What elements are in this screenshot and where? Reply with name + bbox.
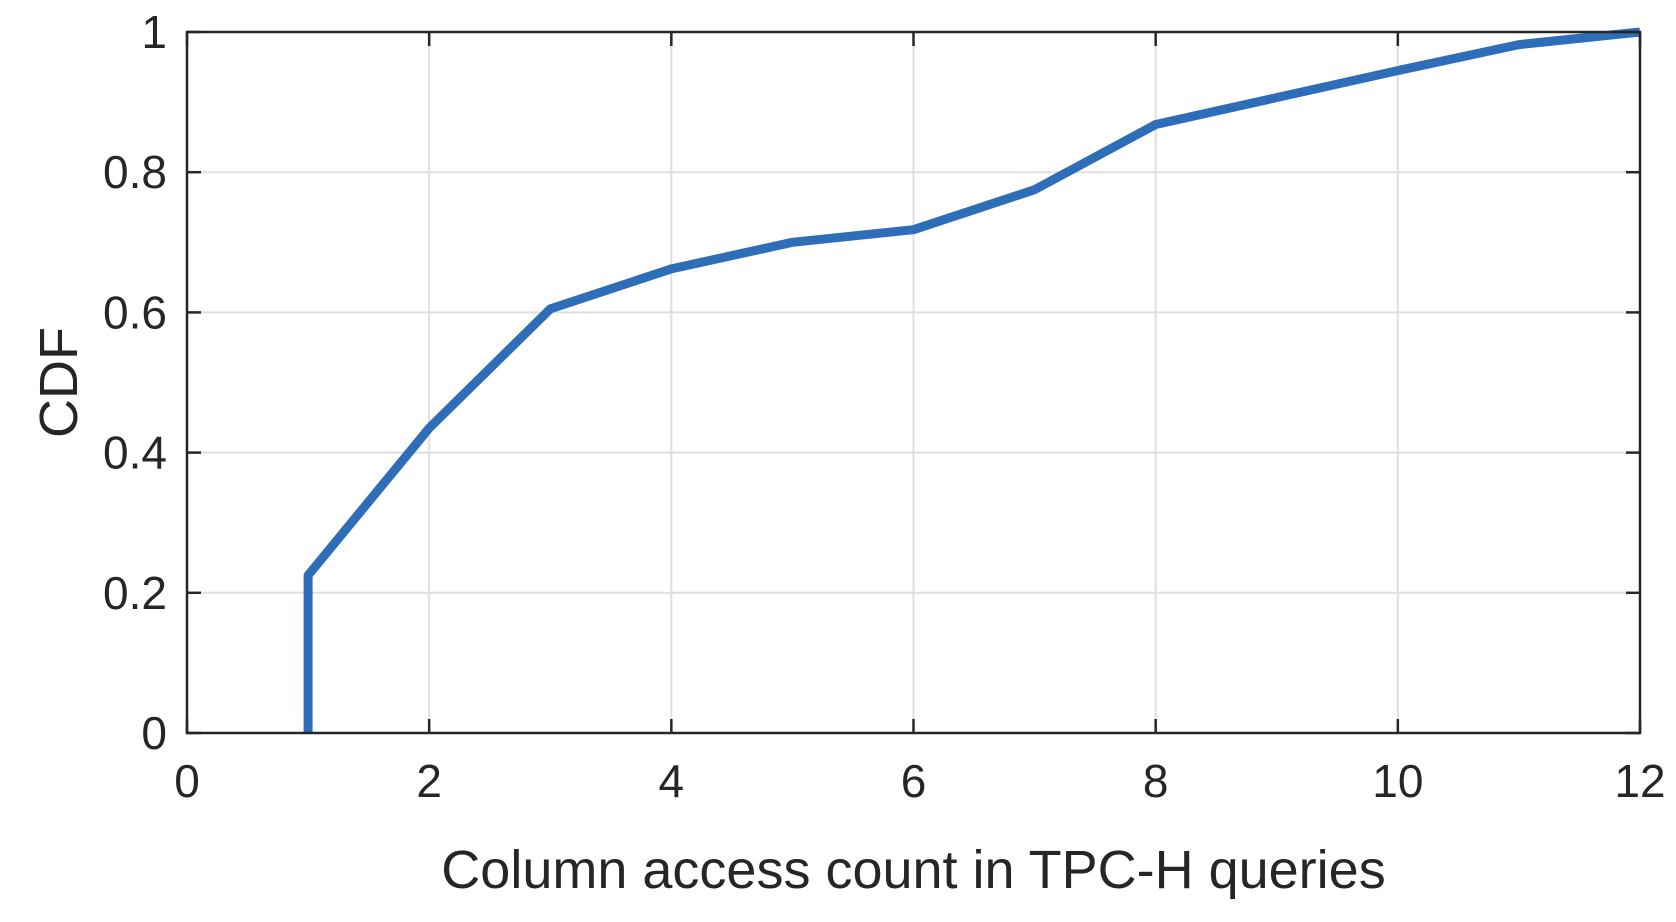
- x-tick-label: 0: [174, 755, 200, 807]
- x-tick-label: 12: [1614, 755, 1665, 807]
- tick-marks: [185, 30, 1642, 735]
- y-tick-label: 0.8: [103, 146, 167, 198]
- series-layer: [303, 27, 1641, 733]
- y-tick-label: 0.6: [103, 286, 167, 338]
- x-axis-title: Column access count in TPC-H queries: [441, 840, 1385, 900]
- grid-lines: [187, 32, 1640, 733]
- y-tick-label: 0: [141, 707, 167, 759]
- y-axis-title: CDF: [29, 327, 89, 438]
- x-tick-label: 4: [659, 755, 685, 807]
- x-tick-label: 8: [1143, 755, 1169, 807]
- y-tick-label: 0.4: [103, 427, 167, 479]
- x-tick-label: 10: [1372, 755, 1423, 807]
- cdf-series-line: [303, 27, 1641, 733]
- x-tick-label: 2: [416, 755, 442, 807]
- y-tick-labels: 0 0.2 0.4 0.6 0.8 1: [103, 6, 167, 759]
- y-tick-label: 1: [141, 6, 167, 58]
- x-tick-label: 6: [901, 755, 927, 807]
- x-tick-labels: 0 2 4 6 8 10 12: [174, 755, 1665, 807]
- y-tick-label: 0.2: [103, 567, 167, 619]
